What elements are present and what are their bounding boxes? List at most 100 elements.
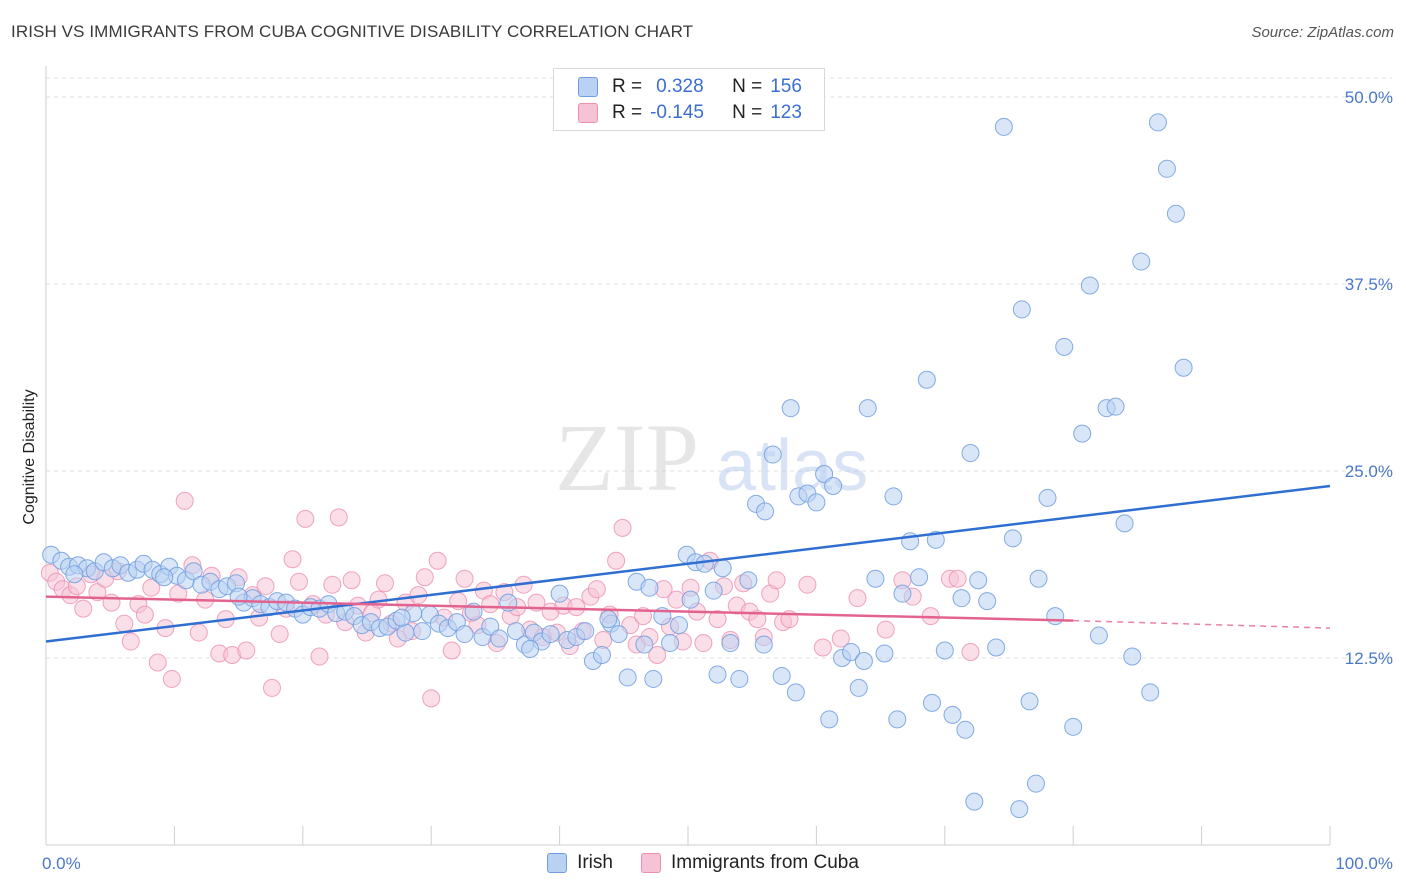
chart-title: IRISH VS IMMIGRANTS FROM CUBA COGNITIVE … <box>11 22 694 41</box>
irish-point <box>721 634 740 653</box>
cuba-point <box>323 575 342 594</box>
irish-point <box>713 559 732 578</box>
irish-point <box>184 562 203 581</box>
legend-box: R = 0.328 N = 156 R = -0.145 N = 123 <box>553 68 825 131</box>
irish-point <box>820 710 839 729</box>
cuba-point <box>74 599 93 618</box>
irish-point <box>969 571 988 590</box>
cuba-point <box>256 577 275 596</box>
irish-point <box>910 568 929 587</box>
irish-legend-icon <box>547 853 568 873</box>
cuba-point <box>121 632 140 651</box>
cuba-point <box>613 518 632 537</box>
irish-point <box>1157 159 1176 178</box>
irish-point <box>730 669 749 688</box>
irish-point <box>854 651 873 670</box>
irish-point <box>640 578 659 597</box>
irish-point <box>866 569 885 588</box>
irish-point <box>1106 397 1125 416</box>
irish-point <box>1055 337 1074 356</box>
irish-point <box>541 625 560 644</box>
cuba-point <box>607 551 626 570</box>
cuba-point <box>587 580 606 599</box>
cuba-point <box>422 689 441 708</box>
cuba-point <box>142 578 161 597</box>
source-credit: Source: ZipAtlas.com <box>1251 24 1394 41</box>
cuba-point <box>813 638 832 657</box>
irish-point <box>978 592 997 611</box>
bottom-legend: Irish Immigrants from Cuba <box>0 852 1406 874</box>
irish-point <box>849 678 868 697</box>
irish-point <box>155 568 174 587</box>
irish-point <box>1132 252 1151 271</box>
irish-point <box>1012 300 1031 319</box>
cuba-point <box>748 610 767 629</box>
irish-point <box>1038 488 1057 507</box>
cuba-point <box>594 631 613 650</box>
irish-point <box>609 625 628 644</box>
irish-point <box>807 493 826 512</box>
cuba-point <box>169 584 188 603</box>
cuba-point <box>961 643 980 662</box>
cuba-point <box>648 646 667 665</box>
cuba-point <box>798 575 817 594</box>
irish-point <box>455 625 474 644</box>
cuba-n-label: N = <box>732 102 763 123</box>
tick-labels: 12.5% 25.0% 37.5% 50.0% 0.0% 100.0% <box>42 88 1393 873</box>
cuba-point <box>88 583 107 602</box>
irish-point <box>917 370 936 389</box>
irish-point <box>1115 514 1134 533</box>
cuba-trend-extension <box>1073 619 1331 629</box>
irish-point <box>815 464 834 483</box>
cuba-point <box>455 569 474 588</box>
bottom-legend-irish-label: Irish <box>577 852 613 873</box>
cuba-point <box>262 678 281 697</box>
irish-point <box>888 710 907 729</box>
irish-point <box>739 571 758 590</box>
irish-point <box>952 589 971 608</box>
irish-point <box>875 644 894 663</box>
irish-point <box>956 720 975 739</box>
legend-row-cuba: R = -0.145 N = 123 <box>578 101 802 125</box>
irish-point <box>987 638 1006 657</box>
irish-point <box>965 792 984 811</box>
irish-point <box>635 635 654 654</box>
y-tick-label: 12.5% <box>1345 649 1393 668</box>
irish-point <box>1046 607 1065 626</box>
watermark-zip: ZIP <box>555 404 699 511</box>
bottom-legend-cuba: Immigrants from Cuba <box>640 852 859 874</box>
irish-point <box>229 587 248 606</box>
irish-point <box>756 502 775 521</box>
x-tick-label-max: 100.0% <box>1335 854 1393 873</box>
irish-point <box>842 643 861 662</box>
irish-point <box>1174 358 1193 377</box>
irish-point <box>994 117 1013 136</box>
irish-point <box>599 610 618 629</box>
irish-point <box>661 634 680 653</box>
cuba-point <box>442 641 461 660</box>
cuba-point <box>375 574 394 593</box>
irish-point <box>893 584 912 603</box>
irish-point <box>521 640 540 659</box>
irish-point <box>781 399 800 418</box>
cuba-point <box>270 625 289 644</box>
cuba-point <box>189 623 208 642</box>
trend-lines <box>45 484 1331 643</box>
cuba-point <box>567 598 586 617</box>
irish-point <box>1020 692 1039 711</box>
irish-point <box>681 590 700 609</box>
irish-point <box>1029 569 1048 588</box>
irish-point <box>1166 204 1185 223</box>
cuba-point <box>481 595 500 614</box>
cuba-n-value: 123 <box>770 102 802 123</box>
irish-point <box>922 693 941 712</box>
irish-point <box>1148 113 1167 132</box>
cuba-point <box>102 593 121 612</box>
irish-point <box>413 622 432 641</box>
legend-row-irish: R = 0.328 N = 156 <box>578 75 802 99</box>
irish-point <box>695 554 714 573</box>
irish-point <box>592 646 611 665</box>
cuba-point <box>115 614 134 633</box>
irish-trend-line <box>45 484 1331 643</box>
